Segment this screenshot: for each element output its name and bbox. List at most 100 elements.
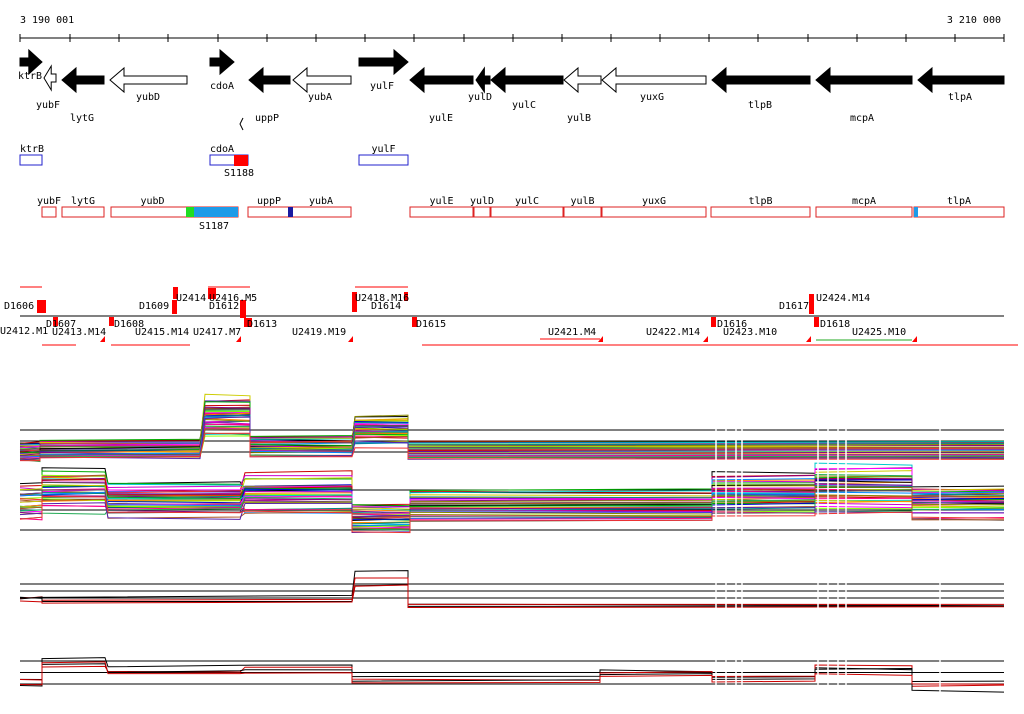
feature-block — [194, 207, 238, 217]
gene-label: yulE — [429, 113, 453, 124]
segment-label: D1613 — [247, 319, 277, 330]
minus-box-uppP[interactable]: uppP — [247, 196, 291, 218]
profile-trace — [19, 470, 1005, 507]
segment-label: U2414 — [176, 293, 206, 304]
segment-marker — [404, 292, 408, 301]
gene-ktrB[interactable]: ktrB — [18, 48, 43, 82]
gene-label: yulB — [567, 113, 591, 124]
gene-tlpB[interactable]: tlpB — [711, 66, 811, 111]
profile-panel-1 — [19, 462, 1005, 534]
plus-box-label: cdoA — [210, 144, 234, 155]
gene-yubA[interactable]: yubA — [292, 66, 352, 103]
minus-box-label: mcpA — [852, 196, 876, 207]
minus-box-tlpB[interactable]: tlpB — [710, 196, 811, 218]
minus-box-yubD[interactable]: yubD S1187 — [110, 196, 239, 232]
minus-box-label: yulC — [515, 196, 539, 207]
segment-flag — [703, 336, 708, 342]
gene-yulF[interactable]: yulF — [358, 48, 409, 92]
gene-arrow — [490, 66, 564, 94]
plus-box — [358, 154, 409, 166]
gene-label: yulC — [512, 100, 536, 111]
gene-label: yubA — [308, 92, 332, 103]
gene-label: tlpA — [948, 92, 972, 103]
gene-track: ktrB yubF lytG yubD cdoA uppP yubA yulF yulE yulD… — [18, 48, 1005, 131]
segment-label: D1606 — [4, 301, 34, 312]
plus-box-track: ktrB cdoA S1188 yulF — [19, 144, 409, 179]
segment-marker — [809, 294, 814, 314]
gene-label: lytG — [70, 113, 94, 124]
gene-lytG[interactable]: lytG — [61, 66, 105, 124]
gene-arrow — [61, 66, 105, 94]
minus-box-mcpA[interactable]: mcpA — [815, 196, 913, 218]
gene-label: yulD — [468, 92, 492, 103]
segment-label: U2425.M10 — [852, 327, 906, 338]
minus-box-label: yuxG — [642, 196, 666, 207]
plus-box-ktrB[interactable]: ktrB — [19, 144, 44, 166]
gene-yubF[interactable]: yubF — [36, 64, 60, 111]
profile-trace — [19, 663, 1005, 693]
segment-flag — [100, 336, 105, 342]
minus-box — [563, 206, 602, 218]
segment-label: D1618 — [820, 319, 850, 330]
gene-label: yubD — [136, 92, 160, 103]
segment-label: U2415.M14 — [135, 327, 189, 338]
profile-trace — [19, 399, 1005, 444]
gene-yulE[interactable]: yulE — [409, 66, 474, 124]
gene-uppP[interactable]: uppP — [248, 66, 291, 124]
minus-box-yuxG[interactable]: yuxG — [601, 196, 707, 218]
gene-arrow — [43, 64, 57, 92]
minus-box-lytG[interactable]: lytG — [61, 196, 105, 218]
minus-box-tlpA[interactable]: tlpA — [913, 196, 1005, 218]
gene-yulC[interactable]: yulC — [490, 66, 564, 111]
minus-box — [601, 206, 707, 218]
minus-box — [41, 206, 57, 218]
minus-box-yulC[interactable]: yulC — [490, 196, 564, 218]
gene-cdoA[interactable]: cdoA — [209, 48, 235, 92]
feature-label: S1188 — [224, 168, 254, 179]
segment-label: U2413.M14 — [52, 327, 106, 338]
plus-box-yulF[interactable]: yulF — [358, 144, 409, 166]
minus-box-yubF[interactable]: yubF — [37, 196, 61, 218]
minus-box-label: yubD — [140, 196, 164, 207]
segment-marker — [412, 317, 417, 327]
segment-marker — [208, 288, 216, 299]
minus-box — [490, 206, 564, 218]
gene-mcpA[interactable]: mcpA — [815, 66, 913, 124]
minus-box-yulE[interactable]: yulE — [409, 196, 474, 218]
profile-trace — [19, 432, 1005, 462]
gene-yulB[interactable]: yulB — [563, 66, 602, 124]
segment-marker — [172, 300, 177, 314]
minus-box-label: yulB — [570, 196, 594, 207]
profile-trace — [19, 485, 1005, 525]
gene-tlpA[interactable]: tlpA — [917, 66, 1005, 103]
gene-yulD[interactable]: yulD — [468, 66, 492, 103]
gene-label: cdoA — [210, 81, 234, 92]
segment-marker — [173, 287, 178, 299]
plus-box — [19, 154, 43, 166]
segment-label: D1617 — [779, 301, 809, 312]
gene-yuxG[interactable]: yuxG — [601, 66, 707, 103]
segment-label: U2424.M14 — [816, 293, 870, 304]
gene-arrow — [292, 66, 352, 94]
plus-box-cdoA[interactable]: cdoA S1188 — [209, 144, 254, 179]
segment-label: U2412.M1 — [0, 326, 48, 337]
minus-box-yulB[interactable]: yulB — [563, 196, 602, 218]
gene-yubD[interactable]: yubD — [109, 66, 188, 103]
profile-trace — [19, 393, 1005, 448]
gene-arrow — [563, 66, 602, 94]
minus-box-yubA[interactable]: yubA — [290, 196, 352, 218]
segment-flag — [598, 336, 603, 342]
minus-box — [247, 206, 291, 218]
segment-label: U2421.M4 — [548, 327, 596, 338]
profile-trace — [19, 488, 1005, 517]
coordinate-axis: 3 190 001 3 210 000 — [19, 15, 1005, 42]
minus-box-label: lytG — [71, 196, 95, 207]
segment-label: U2419.M19 — [292, 327, 346, 338]
minus-box-label: yubF — [37, 196, 61, 207]
segment-label: U2417.M7 — [193, 327, 241, 338]
minus-box-label: yulE — [429, 196, 453, 207]
minus-box — [913, 206, 1005, 218]
minus-box-track: yubF lytG yubD S1187 uppP yubA yulE yulD yulC yul… — [37, 196, 1005, 232]
minus-box — [290, 206, 352, 218]
